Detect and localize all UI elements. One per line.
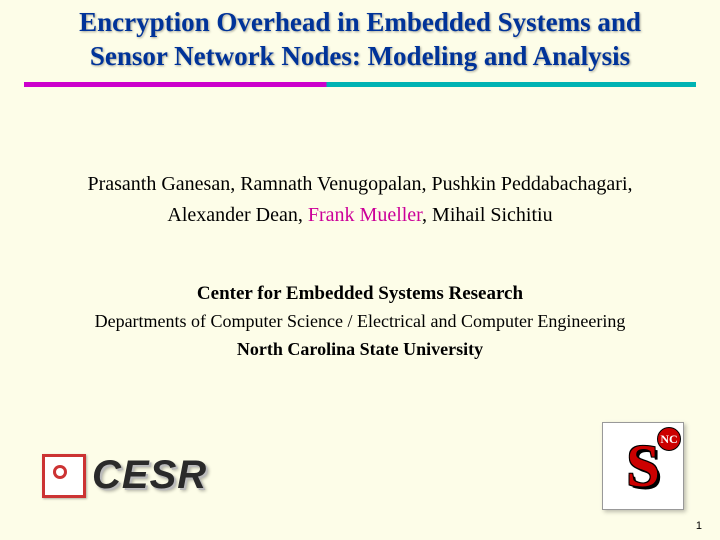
slide-title: Encryption Overhead in Embedded Systems … xyxy=(0,0,720,74)
ncsu-nc-badge: NC xyxy=(657,427,681,451)
authors-block: Prasanth Ganesan, Ramnath Venugopalan, P… xyxy=(0,169,720,231)
ncsu-s-letter: S xyxy=(626,436,659,496)
authors-line-2-pre: Alexander Dean, xyxy=(167,204,308,226)
university: North Carolina State University xyxy=(30,336,690,364)
title-line-2: Sensor Network Nodes: Modeling and Analy… xyxy=(90,41,630,71)
ncsu-logo: NC S xyxy=(602,422,684,510)
cesr-square-icon xyxy=(42,454,86,498)
affiliation-block: Center for Embedded Systems Research Dep… xyxy=(0,279,720,364)
author-highlight: Frank Mueller xyxy=(308,204,422,226)
cesr-text: CESR xyxy=(92,453,207,498)
page-number: 1 xyxy=(696,520,702,532)
authors-line-1: Prasanth Ganesan, Ramnath Venugopalan, P… xyxy=(87,173,632,195)
title-line-1: Encryption Overhead in Embedded Systems … xyxy=(79,7,641,37)
departments: Departments of Computer Science / Electr… xyxy=(30,308,690,336)
cesr-logo: CESR xyxy=(42,453,207,498)
authors-line-2-post: , Mihail Sichitiu xyxy=(422,204,553,226)
title-underline xyxy=(24,82,696,87)
research-center: Center for Embedded Systems Research xyxy=(30,279,690,308)
